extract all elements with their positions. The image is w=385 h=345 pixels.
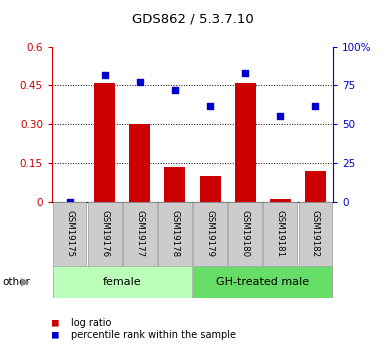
Bar bbox=[263, 202, 297, 266]
Text: other: other bbox=[2, 277, 30, 287]
Point bbox=[67, 199, 73, 205]
Point bbox=[137, 80, 143, 85]
Text: GSM19182: GSM19182 bbox=[311, 210, 320, 257]
Bar bbox=[94, 83, 115, 202]
Point bbox=[102, 72, 108, 77]
Text: ■: ■ bbox=[52, 330, 59, 339]
Text: GSM19176: GSM19176 bbox=[100, 210, 109, 257]
Point bbox=[242, 70, 248, 76]
Bar bbox=[88, 202, 122, 266]
Bar bbox=[235, 83, 256, 202]
Bar bbox=[228, 202, 262, 266]
Bar bbox=[193, 266, 332, 298]
Bar bbox=[270, 199, 291, 202]
Bar bbox=[53, 266, 192, 298]
Text: female: female bbox=[103, 277, 142, 287]
Text: ▶: ▶ bbox=[21, 277, 30, 287]
Point bbox=[277, 114, 283, 119]
Text: percentile rank within the sample: percentile rank within the sample bbox=[71, 330, 236, 339]
Text: ■: ■ bbox=[52, 318, 59, 327]
Text: log ratio: log ratio bbox=[71, 318, 112, 327]
Text: GH-treated male: GH-treated male bbox=[216, 277, 309, 287]
Bar bbox=[193, 202, 227, 266]
Text: GSM19179: GSM19179 bbox=[206, 210, 214, 257]
Point bbox=[172, 87, 178, 93]
Bar bbox=[129, 124, 150, 202]
Bar bbox=[123, 202, 157, 266]
Bar bbox=[164, 167, 186, 202]
Text: GSM19175: GSM19175 bbox=[65, 210, 74, 257]
Text: GDS862 / 5.3.7.10: GDS862 / 5.3.7.10 bbox=[132, 12, 253, 25]
Text: GSM19177: GSM19177 bbox=[135, 210, 144, 257]
Text: GSM19178: GSM19178 bbox=[171, 210, 179, 257]
Bar bbox=[158, 202, 192, 266]
Bar bbox=[299, 202, 332, 266]
Text: GSM19181: GSM19181 bbox=[276, 210, 285, 257]
Bar bbox=[53, 202, 86, 266]
Point bbox=[207, 103, 213, 108]
Bar bbox=[199, 176, 221, 202]
Bar bbox=[305, 171, 326, 202]
Text: GSM19180: GSM19180 bbox=[241, 210, 250, 257]
Point bbox=[312, 103, 318, 108]
